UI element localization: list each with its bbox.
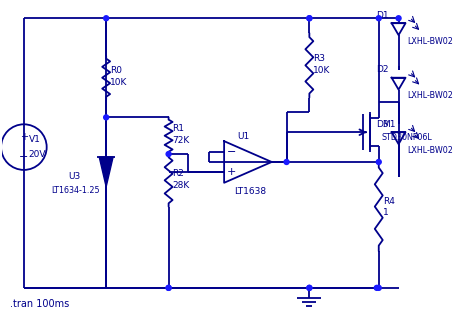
Polygon shape bbox=[392, 78, 406, 90]
Text: U3: U3 bbox=[68, 172, 81, 181]
Text: 20V: 20V bbox=[29, 150, 46, 158]
Text: 1: 1 bbox=[383, 208, 389, 217]
Text: D1: D1 bbox=[376, 11, 389, 20]
Polygon shape bbox=[392, 132, 406, 144]
Text: D3: D3 bbox=[376, 120, 389, 129]
Polygon shape bbox=[99, 157, 113, 187]
Circle shape bbox=[166, 152, 171, 157]
Text: 10K: 10K bbox=[313, 66, 331, 75]
Circle shape bbox=[374, 285, 379, 290]
Polygon shape bbox=[392, 23, 406, 35]
Text: LXHL-BW02: LXHL-BW02 bbox=[408, 36, 453, 46]
Circle shape bbox=[376, 159, 381, 165]
Text: +: + bbox=[227, 167, 236, 178]
Polygon shape bbox=[224, 141, 272, 183]
Text: R0: R0 bbox=[110, 66, 122, 75]
Circle shape bbox=[307, 16, 312, 21]
Text: R4: R4 bbox=[383, 197, 394, 206]
Text: M1: M1 bbox=[382, 120, 395, 129]
Text: D2: D2 bbox=[376, 65, 389, 74]
Circle shape bbox=[307, 285, 312, 290]
Text: −: − bbox=[19, 152, 28, 162]
Text: .tran 100ms: .tran 100ms bbox=[10, 299, 69, 309]
Text: LXHL-BW02: LXHL-BW02 bbox=[408, 146, 453, 155]
Text: V1: V1 bbox=[29, 135, 41, 144]
Text: 28K: 28K bbox=[173, 181, 190, 190]
Text: 10K: 10K bbox=[110, 78, 128, 87]
Circle shape bbox=[376, 285, 381, 290]
Circle shape bbox=[166, 285, 171, 290]
Circle shape bbox=[307, 16, 312, 21]
Text: R2: R2 bbox=[173, 169, 184, 178]
Text: +: + bbox=[20, 132, 28, 142]
Text: R1: R1 bbox=[173, 124, 184, 133]
Text: 72K: 72K bbox=[173, 136, 190, 145]
Text: LT1634-1.25: LT1634-1.25 bbox=[52, 186, 100, 195]
Circle shape bbox=[166, 285, 171, 290]
Text: LT1638: LT1638 bbox=[234, 187, 266, 196]
Circle shape bbox=[376, 16, 381, 21]
Text: STD30NF06L: STD30NF06L bbox=[382, 133, 432, 142]
Circle shape bbox=[284, 159, 289, 165]
Circle shape bbox=[307, 285, 312, 290]
Text: LXHL-BW02: LXHL-BW02 bbox=[408, 91, 453, 100]
Circle shape bbox=[104, 16, 109, 21]
Text: U1: U1 bbox=[237, 132, 249, 141]
Text: R3: R3 bbox=[313, 54, 325, 63]
Circle shape bbox=[396, 16, 401, 21]
Text: −: − bbox=[227, 146, 236, 157]
Circle shape bbox=[104, 115, 109, 120]
